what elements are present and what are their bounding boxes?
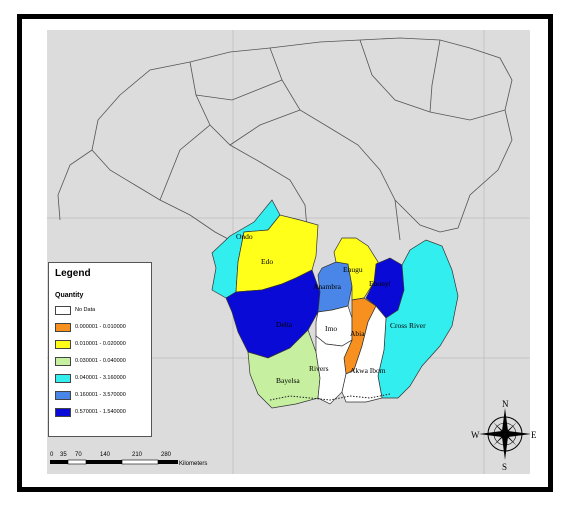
legend-item-label: 0.030001 - 0.040000 <box>75 358 126 364</box>
label-abia: Abia <box>350 329 365 338</box>
compass-west: W <box>471 430 480 440</box>
legend-item-label: 0.010001 - 0.020000 <box>75 341 126 347</box>
state-cross-river[interactable] <box>377 239 459 399</box>
scale-tick-label: 210 <box>132 452 143 458</box>
label-imo: Imo <box>325 324 337 333</box>
scale-unit: Kilometers <box>179 461 207 467</box>
legend-item-label: 0.570001 - 1.540000 <box>75 409 126 415</box>
compass-south: S <box>502 462 507 472</box>
legend-swatch <box>55 356 71 366</box>
scale-segment <box>158 460 178 464</box>
scale-segment <box>121 459 159 465</box>
label-edo: Edo <box>261 257 273 266</box>
legend-item: 0.570001 - 1.540000 <box>55 407 126 417</box>
legend-panel: Legend Quantity No Data 0.000001 - 0.010… <box>48 262 152 437</box>
state-anambra[interactable] <box>317 261 353 313</box>
label-ondo: Ondo <box>236 232 253 241</box>
north-arrow-icon: N S E W <box>471 399 537 472</box>
state-enugu[interactable] <box>333 237 379 301</box>
label-delta: Delta <box>276 320 293 329</box>
scale-tick-label: 70 <box>75 452 82 458</box>
compass-east: E <box>531 430 537 440</box>
legend-item-label: 0.000001 - 0.010000 <box>75 324 126 330</box>
scale-tick-label: 280 <box>161 452 172 458</box>
label-rivers: Rivers <box>309 364 329 373</box>
legend-swatch <box>55 322 71 332</box>
label-ebonyi: Ebonyi <box>369 279 391 288</box>
legend-item-label: 0.040001 - 3.160000 <box>75 375 126 381</box>
legend-swatch <box>55 390 71 400</box>
legend-item: 0.160001 - 3.570000 <box>55 390 126 400</box>
legend-item: 0.000001 - 0.010000 <box>55 322 126 332</box>
compass-north: N <box>502 399 509 409</box>
legend-item: 0.040001 - 3.160000 <box>55 373 126 383</box>
legend-item: 0.010001 - 0.020000 <box>55 339 126 349</box>
legend-title: Legend <box>55 268 91 279</box>
legend-item-label: 0.160001 - 3.570000 <box>75 392 126 398</box>
label-cross-river: Cross River <box>390 321 426 330</box>
legend-swatch <box>55 373 71 383</box>
scale-segment <box>50 460 68 464</box>
scale-tick-label: 35 <box>60 452 67 458</box>
scale-tick-label: 140 <box>100 452 111 458</box>
state-akwa-ibom[interactable] <box>341 305 387 403</box>
legend-item: 0.030001 - 0.040000 <box>55 356 126 366</box>
label-anambra: Anambra <box>313 282 342 291</box>
coastline <box>269 393 391 401</box>
label-akwa-ibom: Akwa Ibom <box>350 366 386 375</box>
legend-swatch <box>55 305 71 315</box>
label-enugu: Enugu <box>343 265 363 274</box>
scale-segment <box>67 459 87 465</box>
label-bayelsa: Bayelsa <box>276 376 300 385</box>
legend-swatch <box>55 407 71 417</box>
scale-tick-label: 0 <box>50 452 54 458</box>
north-boundaries <box>57 37 513 241</box>
legend-subtitle: Quantity <box>55 292 84 299</box>
scale-segment <box>86 460 122 464</box>
legend-item-label: No Data <box>75 307 96 313</box>
legend-swatch <box>55 339 71 349</box>
legend-item: No Data <box>55 305 95 315</box>
scale-bar: 0 35 70 140 210 280 Kilometers <box>50 452 207 467</box>
